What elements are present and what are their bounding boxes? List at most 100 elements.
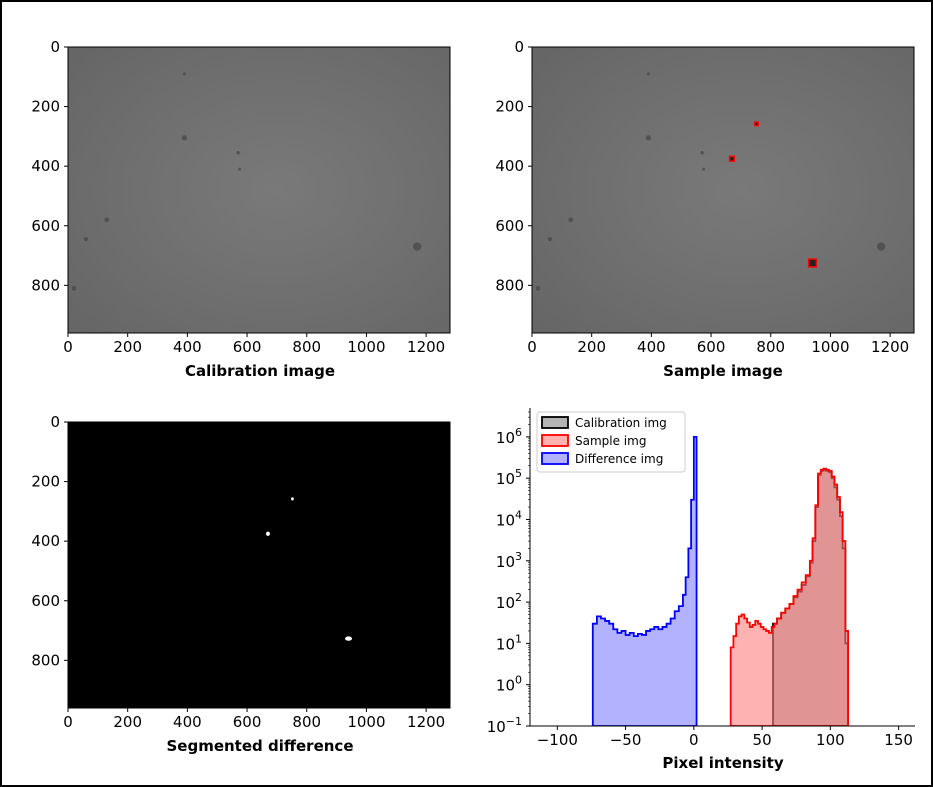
image-background: [68, 422, 450, 708]
image-spot: [876, 242, 886, 251]
image-spot: [238, 167, 242, 171]
x-tick-label: 1200: [407, 713, 445, 731]
y-tick-label: 101: [496, 632, 522, 653]
image-spot: [702, 167, 706, 171]
y-tick-label: 800: [31, 276, 60, 294]
x-tick-label: 400: [173, 713, 202, 731]
segmented-blob: [291, 497, 294, 501]
legend-label: Sample img: [575, 434, 646, 448]
x-tick-label: 0: [689, 731, 699, 749]
histogram-area: [591, 435, 850, 726]
y-tick-label: 800: [31, 651, 60, 669]
image-spot: [535, 285, 541, 291]
x-tick-label: 100: [816, 731, 845, 749]
y-tick-label: 600: [495, 217, 524, 235]
image-spot: [547, 237, 552, 242]
sample-xlabel: Sample image: [663, 362, 783, 380]
x-tick-label: 150: [884, 731, 913, 749]
segmented-difference-panel: Segmented difference 0 200 400 600 800 1000 12…: [31, 413, 451, 755]
x-tick-label: 400: [637, 338, 666, 356]
detection-marker: [753, 121, 759, 127]
x-tick-label: 1000: [811, 338, 849, 356]
image-spot: [568, 217, 574, 223]
x-tick-label: 0: [527, 338, 537, 356]
y-tick-label: 400: [495, 157, 524, 175]
y-tick-label: 105: [496, 467, 522, 488]
x-tick-label: 1000: [347, 713, 385, 731]
histogram-panel: Pixel intensity −100 −50 0 50 100 150 10−1 100 1…: [487, 408, 915, 772]
image-spot: [182, 72, 186, 76]
x-tick-label: 600: [233, 713, 262, 731]
x-tick-label: 400: [173, 338, 202, 356]
x-tick-label: 800: [292, 338, 321, 356]
histogram-series-3: [591, 435, 698, 726]
y-tick-label: 400: [31, 532, 60, 550]
image-frame: [67, 46, 451, 334]
image-content: [68, 422, 450, 708]
y-tick-label: 200: [31, 98, 60, 116]
y-tick-label: 0: [514, 38, 524, 56]
histogram-legend: Calibration img Sample img Difference img: [536, 411, 686, 473]
y-tick-label: 200: [31, 473, 60, 491]
legend-swatch: [541, 452, 569, 465]
image-frame: [67, 421, 451, 709]
x-tick-label: 200: [577, 338, 606, 356]
x-tick-label: 1000: [347, 338, 385, 356]
image-spot: [412, 242, 422, 251]
y-tick-label: 0: [50, 413, 60, 431]
y-tick-label: 600: [31, 217, 60, 235]
calibration-image-panel: Calibration image 0 200 400 600 800 1000 1200 0…: [31, 38, 451, 380]
image-spot: [83, 237, 88, 242]
image-frame: [531, 46, 915, 334]
x-tick-label: −50: [610, 731, 642, 749]
y-tick-label: 100: [496, 674, 522, 695]
x-tick-label: 0: [63, 713, 73, 731]
image-spot: [71, 285, 77, 291]
y-tick-label: 102: [496, 591, 522, 612]
image-content: [532, 47, 914, 333]
image-spot: [700, 150, 704, 155]
y-tick-label: 0: [50, 38, 60, 56]
y-tick-label: 800: [495, 276, 524, 294]
x-tick-label: 600: [233, 338, 262, 356]
x-tick-label: 1200: [871, 338, 909, 356]
y-tick-label: 200: [495, 98, 524, 116]
x-tick-label: 0: [63, 338, 73, 356]
image-spot: [181, 135, 188, 141]
detection-marker: [807, 258, 818, 268]
legend-frame: [536, 411, 686, 473]
segmented-blob: [345, 636, 353, 641]
legend-swatch: [541, 416, 569, 429]
y-tick-label: 400: [31, 157, 60, 175]
calibration-xlabel: Calibration image: [185, 362, 335, 380]
y-tick-label: 106: [496, 426, 522, 447]
y-tick-label: 103: [496, 550, 522, 571]
x-tick-label: 1200: [407, 338, 445, 356]
histogram-series-2: [729, 467, 850, 726]
x-tick-label: 600: [697, 338, 726, 356]
x-tick-label: 200: [113, 338, 142, 356]
histogram-xlabel: Pixel intensity: [662, 754, 783, 772]
segmented-xlabel: Segmented difference: [166, 737, 353, 755]
image-spot: [646, 72, 650, 76]
x-tick-label: 200: [113, 713, 142, 731]
image-spot: [645, 135, 652, 141]
x-tick-label: 800: [756, 338, 785, 356]
y-tick-label: 10−1: [487, 715, 522, 736]
image-spot: [236, 150, 240, 155]
image-spot: [104, 217, 110, 223]
x-tick-label: −100: [537, 731, 578, 749]
detection-marker: [728, 155, 736, 162]
image-content: [68, 47, 450, 333]
legend-label: Difference img: [575, 452, 663, 466]
image-vignette: [532, 47, 914, 333]
legend-swatch: [541, 434, 569, 447]
y-tick-label: 104: [496, 508, 522, 529]
legend-label: Calibration img: [575, 416, 667, 430]
x-tick-label: 800: [292, 713, 321, 731]
sample-image-panel: Sample image 0 200 400 600 800 1000 1200 0 200 40…: [495, 38, 915, 380]
y-tick-label: 600: [31, 592, 60, 610]
segmented-blob: [266, 531, 270, 536]
